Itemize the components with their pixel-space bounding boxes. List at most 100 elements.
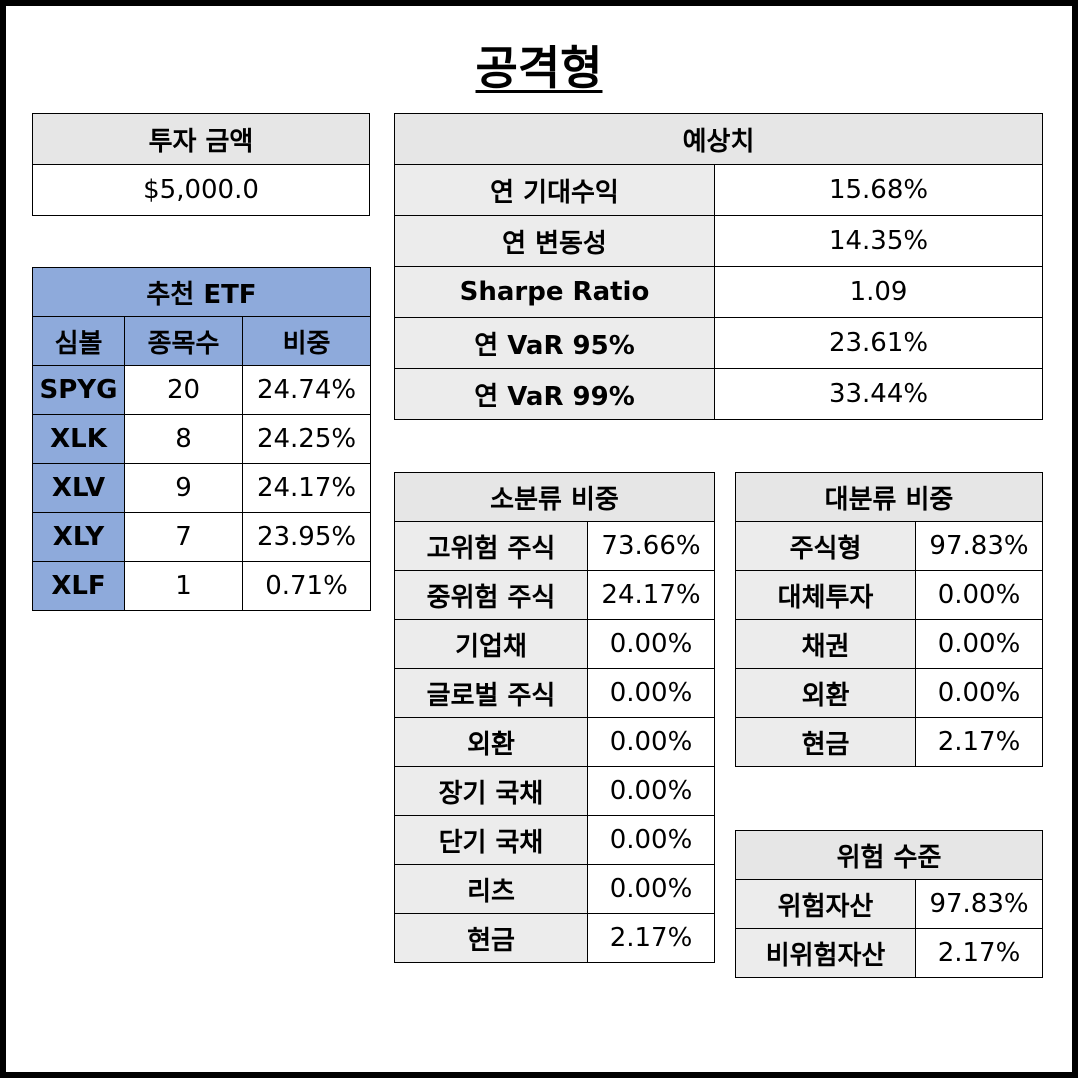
expected-header: 예상치 bbox=[393, 113, 1044, 165]
expected-value: 1.09 bbox=[713, 266, 1044, 318]
expected-value: 33.44% bbox=[713, 368, 1044, 420]
table-row: SPYG 20 24.74% bbox=[32, 365, 372, 415]
table-row: 현금 2.17% bbox=[735, 717, 1043, 767]
sub-class-value: 0.00% bbox=[587, 815, 715, 865]
expected-value: 14.35% bbox=[713, 215, 1044, 267]
etf-count: 7 bbox=[124, 512, 243, 562]
table-row: 연 VaR 99% 33.44% bbox=[394, 368, 1044, 420]
sub-class-table: 소분류 비중 고위험 주식 73.66% 중위험 주식 24.17% 기업채 0… bbox=[394, 472, 715, 963]
major-class-value: 97.83% bbox=[915, 521, 1043, 571]
table-row: 연 변동성 14.35% bbox=[394, 215, 1044, 267]
etf-symbol: XLK bbox=[32, 414, 125, 464]
table-row: 채권 0.00% bbox=[735, 619, 1043, 669]
sub-class-value: 0.00% bbox=[587, 717, 715, 767]
sub-class-label: 외환 bbox=[394, 717, 588, 767]
sub-class-value: 0.00% bbox=[587, 619, 715, 669]
table-row: 글로벌 주식 0.00% bbox=[394, 668, 715, 718]
expected-label: 연 변동성 bbox=[394, 215, 715, 267]
table-row: 기업채 0.00% bbox=[394, 619, 715, 669]
sub-class-label: 장기 국채 bbox=[394, 766, 588, 816]
table-row: 단기 국채 0.00% bbox=[394, 815, 715, 865]
table-row: 고위험 주식 73.66% bbox=[394, 521, 715, 571]
sub-class-value: 0.00% bbox=[587, 864, 715, 914]
major-class-value: 0.00% bbox=[915, 668, 1043, 718]
table-row: 현금 2.17% bbox=[394, 913, 715, 963]
expected-label: 연 기대수익 bbox=[394, 164, 715, 216]
major-class-label: 채권 bbox=[735, 619, 916, 669]
expected-label: Sharpe Ratio bbox=[394, 266, 715, 318]
major-class-label: 대체투자 bbox=[735, 570, 916, 620]
sub-class-header: 소분류 비중 bbox=[394, 472, 715, 522]
etf-symbol: XLY bbox=[32, 512, 125, 562]
etf-count: 1 bbox=[124, 561, 243, 611]
expected-label: 연 VaR 95% bbox=[394, 317, 715, 369]
investment-table: 투자 금액 $5,000.0 bbox=[32, 113, 370, 216]
etf-symbol: XLV bbox=[32, 463, 125, 513]
sub-class-label: 현금 bbox=[394, 913, 588, 963]
sub-class-label: 단기 국채 bbox=[394, 815, 588, 865]
etf-symbol: SPYG bbox=[32, 365, 125, 415]
table-row: 비위험자산 2.17% bbox=[735, 928, 1044, 978]
major-class-label: 현금 bbox=[735, 717, 916, 767]
sub-class-value: 24.17% bbox=[587, 570, 715, 620]
sub-class-value: 0.00% bbox=[587, 668, 715, 718]
sub-class-label: 리츠 bbox=[394, 864, 588, 914]
risk-label: 비위험자산 bbox=[735, 928, 916, 978]
risk-value: 2.17% bbox=[914, 928, 1044, 978]
etf-header: 추천 ETF bbox=[31, 267, 372, 317]
etf-weight: 23.95% bbox=[241, 512, 372, 562]
page-title-text: 공격형 bbox=[475, 41, 603, 95]
expected-table: 예상치 연 기대수익 15.68% 연 변동성 14.35% Sharpe Ra… bbox=[393, 113, 1044, 420]
table-row: XLV 9 24.17% bbox=[32, 463, 372, 513]
major-class-value: 0.00% bbox=[915, 570, 1043, 620]
risk-label: 위험자산 bbox=[735, 879, 916, 929]
table-row: XLK 8 24.25% bbox=[32, 414, 372, 464]
etf-column-header: 심볼 bbox=[32, 316, 125, 366]
table-row: Sharpe Ratio 1.09 bbox=[394, 266, 1044, 318]
etf-column-header: 비중 bbox=[241, 316, 372, 366]
expected-label: 연 VaR 99% bbox=[394, 368, 715, 420]
major-class-header: 대분류 비중 bbox=[735, 472, 1043, 522]
sub-class-label: 글로벌 주식 bbox=[394, 668, 588, 718]
sub-class-label: 기업채 bbox=[394, 619, 588, 669]
major-class-label: 주식형 bbox=[735, 521, 916, 571]
expected-value: 23.61% bbox=[713, 317, 1044, 369]
etf-weight: 24.17% bbox=[241, 463, 372, 513]
table-row: XLF 1 0.71% bbox=[32, 561, 372, 611]
etf-count: 9 bbox=[124, 463, 243, 513]
table-row: 위험자산 97.83% bbox=[735, 879, 1044, 929]
table-row: 연 VaR 95% 23.61% bbox=[394, 317, 1044, 369]
page-title: 공격형 bbox=[0, 32, 1078, 96]
sub-class-value: 2.17% bbox=[587, 913, 715, 963]
table-row: 주식형 97.83% bbox=[735, 521, 1043, 571]
investment-header: 투자 금액 bbox=[32, 113, 370, 165]
major-class-value: 0.00% bbox=[915, 619, 1043, 669]
risk-header: 위험 수준 bbox=[734, 830, 1044, 880]
investment-amount: $5,000.0 bbox=[32, 164, 370, 216]
sub-class-label: 중위험 주식 bbox=[394, 570, 588, 620]
risk-table: 위험 수준 위험자산 97.83% 비위험자산 2.17% bbox=[734, 830, 1044, 978]
table-row: 외환 0.00% bbox=[394, 717, 715, 767]
table-row: 외환 0.00% bbox=[735, 668, 1043, 718]
sub-class-value: 0.00% bbox=[587, 766, 715, 816]
etf-count: 8 bbox=[124, 414, 243, 464]
table-row: 대체투자 0.00% bbox=[735, 570, 1043, 620]
expected-value: 15.68% bbox=[713, 164, 1044, 216]
sub-class-value: 73.66% bbox=[587, 521, 715, 571]
major-class-label: 외환 bbox=[735, 668, 916, 718]
table-row: 중위험 주식 24.17% bbox=[394, 570, 715, 620]
table-row: 장기 국채 0.00% bbox=[394, 766, 715, 816]
table-row: XLY 7 23.95% bbox=[32, 512, 372, 562]
sub-class-label: 고위험 주식 bbox=[394, 521, 588, 571]
etf-symbol: XLF bbox=[32, 561, 125, 611]
etf-weight: 24.25% bbox=[241, 414, 372, 464]
major-class-value: 2.17% bbox=[915, 717, 1043, 767]
risk-value: 97.83% bbox=[914, 879, 1044, 929]
table-row: 리츠 0.00% bbox=[394, 864, 715, 914]
etf-weight: 24.74% bbox=[241, 365, 372, 415]
major-class-table: 대분류 비중 주식형 97.83% 대체투자 0.00% 채권 0.00% 외환… bbox=[735, 472, 1043, 767]
etf-table: 추천 ETF 심볼 종목수 비중 SPYG 20 24.74% XLK 8 24… bbox=[31, 267, 372, 611]
etf-weight: 0.71% bbox=[241, 561, 372, 611]
etf-count: 20 bbox=[124, 365, 243, 415]
